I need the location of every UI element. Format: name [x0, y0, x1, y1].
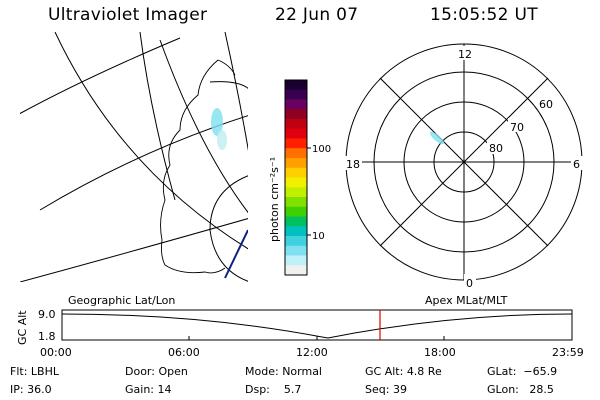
geographic-map [20, 32, 248, 282]
colorbar-segment [285, 197, 307, 208]
colorbar-segment [285, 119, 307, 130]
altitude-plot: 9.0 1.8 GC Alt 00:00 06:00 12:00 18:00 2… [16, 308, 584, 359]
mlt-label-6: 6 [573, 158, 580, 171]
colorbar-segment [285, 158, 307, 169]
colorbar-frame [284, 79, 308, 276]
instrument-title: Ultraviolet Imager [48, 5, 208, 25]
colorbar-segment [285, 148, 307, 159]
colorbar-segment [285, 206, 307, 217]
alt-tick-label: 9.0 [38, 308, 56, 321]
colorbar-segment [285, 138, 307, 149]
alt-tick-label: 1.8 [38, 330, 56, 343]
polar-dial [345, 43, 583, 281]
colorbar-segment [285, 167, 307, 178]
info-ip: IP: 36.0 [10, 383, 52, 396]
colorbar-tick-label: 10 [312, 231, 325, 242]
aurora-emission [211, 108, 223, 136]
lat-grid-line [20, 218, 248, 282]
lat-label-70: 70 [510, 121, 524, 134]
polar-panel-label: Apex MLat/MLT [425, 294, 508, 307]
colorbar-segment [285, 245, 307, 256]
time-tick-label: 00:00 [40, 346, 72, 359]
lon-grid-line [139, 32, 176, 201]
time-tick-label: 23:59 [552, 346, 584, 359]
date-label: 22 Jun 07 [275, 5, 359, 25]
info-gc-alt: GC Alt: 4.8 Re [365, 365, 442, 378]
colorbar-segment [285, 99, 307, 110]
lon-grid-line [224, 32, 248, 152]
info-mode: Mode: Normal [245, 365, 322, 378]
colorbar-segment [285, 109, 307, 120]
coastline [217, 59, 236, 76]
polar-aurora-emission [429, 131, 445, 145]
info-gain: Gain: 14 [125, 383, 172, 396]
colorbar [285, 80, 307, 276]
mlt-label-12: 12 [458, 48, 472, 61]
altitude-curve [61, 313, 573, 339]
time-tick-label: 18:00 [424, 346, 456, 359]
info-flt: Flt: LBHL [10, 365, 59, 378]
info-seq: Seq: 39 [365, 383, 407, 396]
lat-label-80: 80 [489, 142, 503, 155]
colorbar-segment [285, 128, 307, 139]
colorbar-segment [285, 89, 307, 100]
info-door: Door: Open [125, 365, 188, 378]
aurora-emission [217, 130, 227, 150]
lon-grid-line [54, 32, 248, 250]
colorbar-segment [285, 236, 307, 247]
time-tick-label: 12:00 [296, 346, 328, 359]
info-glat: GLat: −65.9 [487, 365, 558, 378]
earth-limb [209, 81, 248, 90]
colorbar-segment [285, 226, 307, 237]
colorbar-unit-label: photon cm⁻²s⁻¹ [268, 157, 281, 242]
info-dsp: Dsp: 5.7 [245, 383, 302, 396]
time-tick-label: 06:00 [168, 346, 200, 359]
colorbar-segment [285, 177, 307, 188]
lat-label-60: 60 [539, 98, 553, 111]
time-label: 15:05:52 UT [430, 5, 538, 25]
geo-panel-label: Geographic Lat/Lon [68, 294, 175, 307]
colorbar-segment [285, 265, 307, 276]
mlt-label-18: 18 [346, 158, 360, 171]
info-glon: GLon: 28.5 [487, 383, 554, 396]
lat-grid-line [20, 37, 181, 115]
terminator-line [224, 229, 248, 279]
colorbar-tick-label: 100 [312, 144, 331, 155]
mlt-label-0: 0 [466, 277, 473, 290]
earth-limb [209, 175, 248, 282]
colorbar-segment [285, 187, 307, 198]
colorbar-segment [285, 80, 307, 91]
colorbar-segment [285, 216, 307, 227]
alt-axis-label: GC Alt [16, 310, 29, 345]
coastline [160, 59, 226, 274]
colorbar-segment [285, 255, 307, 266]
lon-grid-line [159, 39, 248, 214]
